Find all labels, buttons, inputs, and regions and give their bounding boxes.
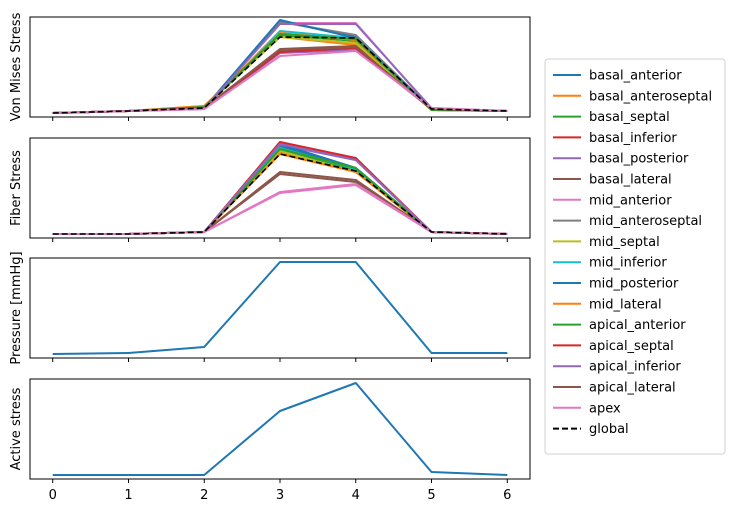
legend-entry-apical-septal: apical_septal [553,339,674,354]
legend-entry-basal-lateral: basal_lateral [553,173,672,188]
legend-entry-global: global [553,422,629,437]
legend-entry-mid-septal: mid_septal [553,235,660,250]
panel-pressure-mmhg-: Pressure [mmHg] [9,251,531,365]
panel-von-mises-stress: Von Mises Stress [9,12,531,121]
legend-label: mid_anterior [589,193,672,208]
legend-label: apical_septal [589,339,674,354]
x-tick-label: 6 [503,488,511,503]
legend-label: mid_lateral [589,297,662,312]
legend-entry-basal-posterior: basal_posterior [553,152,689,167]
legend-label: basal_posterior [589,152,689,167]
panel-fiber-stress: Fiber Stress [9,137,531,242]
legend-label: global [589,422,629,437]
x-tick-label: 5 [427,488,435,503]
series-line-active-stress [52,382,508,476]
x-tick-label: 2 [200,488,208,503]
y-axis-label: Fiber Stress [9,150,24,226]
series-line-pressure [52,261,508,355]
legend-label: basal_inferior [589,131,677,146]
legend-label: basal_lateral [589,173,672,188]
legend-box [544,58,726,455]
x-tick-label: 4 [352,488,360,503]
legend-label: apex [589,401,621,416]
legend-label: apical_anterior [589,318,686,333]
legend-label: basal_anteroseptal [589,89,712,104]
legend-entry-apical-lateral: apical_lateral [553,381,676,396]
legend-label: mid_septal [589,235,660,250]
legend-entry-basal-anterior: basal_anterior [553,69,682,84]
panels: Von Mises Stress Fiber Stress Pressure [mm… [9,12,531,503]
legend-entry-mid-inferior: mid_inferior [553,256,667,271]
y-axis-label: Von Mises Stress [9,12,24,121]
series-line-global [52,153,508,235]
legend-entry-basal-inferior: basal_inferior [553,131,677,146]
legend-entry-basal-anteroseptal: basal_anteroseptal [553,89,712,104]
legend-label: mid_posterior [589,277,679,292]
x-tick-label: 0 [49,488,57,503]
legend-entry-basal-septal: basal_septal [553,110,670,125]
legend: basal_anterior basal_anteroseptal basal_se… [544,58,726,455]
legend-entry-mid-anteroseptal: mid_anteroseptal [553,214,702,229]
legend-entry-mid-lateral: mid_lateral [553,297,662,312]
legend-label: basal_septal [589,110,670,125]
legend-label: apical_inferior [589,360,681,375]
legend-label: basal_anterior [589,69,682,84]
legend-entry-mid-posterior: mid_posterior [553,277,679,292]
y-axis-label: Pressure [mmHg] [9,251,24,364]
legend-label: apical_lateral [589,381,676,396]
y-axis-label: Active stress [9,387,24,470]
series-line-global [52,36,508,114]
legend-entry-mid-anterior: mid_anterior [553,193,672,208]
x-tick-label: 1 [124,488,132,503]
x-tick-label: 3 [276,488,284,503]
legend-entry-apical-inferior: apical_inferior [553,360,681,375]
legend-entry-apex: apex [553,401,621,416]
legend-label: mid_inferior [589,256,667,271]
legend-label: mid_anteroseptal [589,214,702,229]
panel-active-stress: 0 1 2 3 4 5 6 Active stress [9,378,531,503]
legend-entry-apical-anterior: apical_anterior [553,318,686,333]
